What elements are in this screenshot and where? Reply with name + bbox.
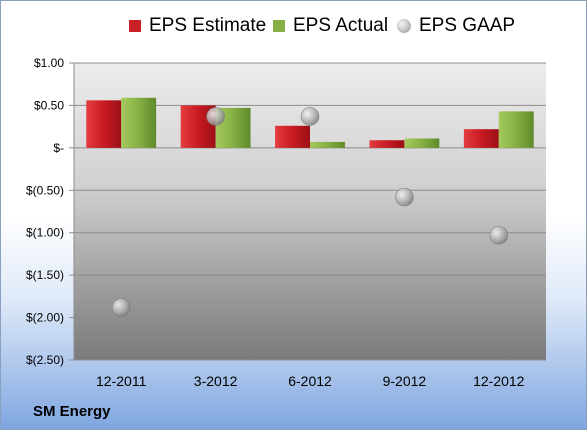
point-eps-gaap [111, 298, 131, 317]
bar-eps-actual [498, 111, 534, 148]
legend-marker-gaap [397, 19, 411, 33]
y-tick-label: $- [53, 141, 64, 155]
gaap-points [111, 107, 509, 317]
bar-eps-actual [310, 141, 345, 148]
bar-eps-estimate [86, 100, 122, 148]
y-tick-label: $(1.50) [26, 268, 64, 282]
legend-item-estimate: EPS Estimate [129, 15, 266, 37]
point-eps-gaap [300, 107, 320, 126]
legend: EPS Estimate EPS Actual EPS GAAP [1, 15, 587, 45]
x-axis: 12-2011 3-2012 6-2012 9-2012 12-2012 [96, 373, 525, 389]
y-tick-label: $(2.50) [26, 353, 64, 367]
y-axis: $1.00 $0.50 $- $(0.50) $(1.00) $(1.50) $(2.00)… [26, 56, 64, 367]
legend-label-actual: EPS Actual [293, 15, 389, 36]
x-tick-label: 6-2012 [288, 373, 332, 389]
y-tick-label: $0.50 [34, 98, 64, 112]
bar-eps-estimate [275, 125, 310, 148]
y-tick-label: $(0.50) [26, 183, 64, 197]
bar-eps-actual [121, 97, 157, 148]
bar-eps-estimate [369, 140, 405, 148]
x-tick-label: 12-2011 [96, 373, 147, 389]
bar-eps-actual [404, 138, 440, 148]
bar-series [86, 97, 534, 148]
y-tick-label: $1.00 [34, 56, 64, 70]
legend-item-actual: EPS Actual [273, 15, 388, 37]
bar-eps-estimate [463, 129, 499, 148]
x-tick-label: 9-2012 [383, 373, 427, 389]
legend-swatch-estimate [129, 20, 141, 32]
y-tick-label: $(2.00) [26, 311, 64, 325]
point-eps-gaap [206, 107, 225, 126]
legend-swatch-actual [273, 20, 285, 32]
y-tick-label: $(1.00) [26, 226, 64, 240]
legend-label-gaap: EPS GAAP [419, 15, 516, 36]
company-label: SM Energy [33, 403, 111, 420]
point-eps-gaap [489, 225, 509, 245]
point-eps-gaap [395, 187, 414, 207]
legend-item-gaap: EPS GAAP [397, 15, 515, 37]
x-tick-label: 12-2012 [473, 373, 525, 389]
x-tick-label: 3-2012 [194, 373, 238, 389]
legend-label-estimate: EPS Estimate [149, 15, 267, 36]
